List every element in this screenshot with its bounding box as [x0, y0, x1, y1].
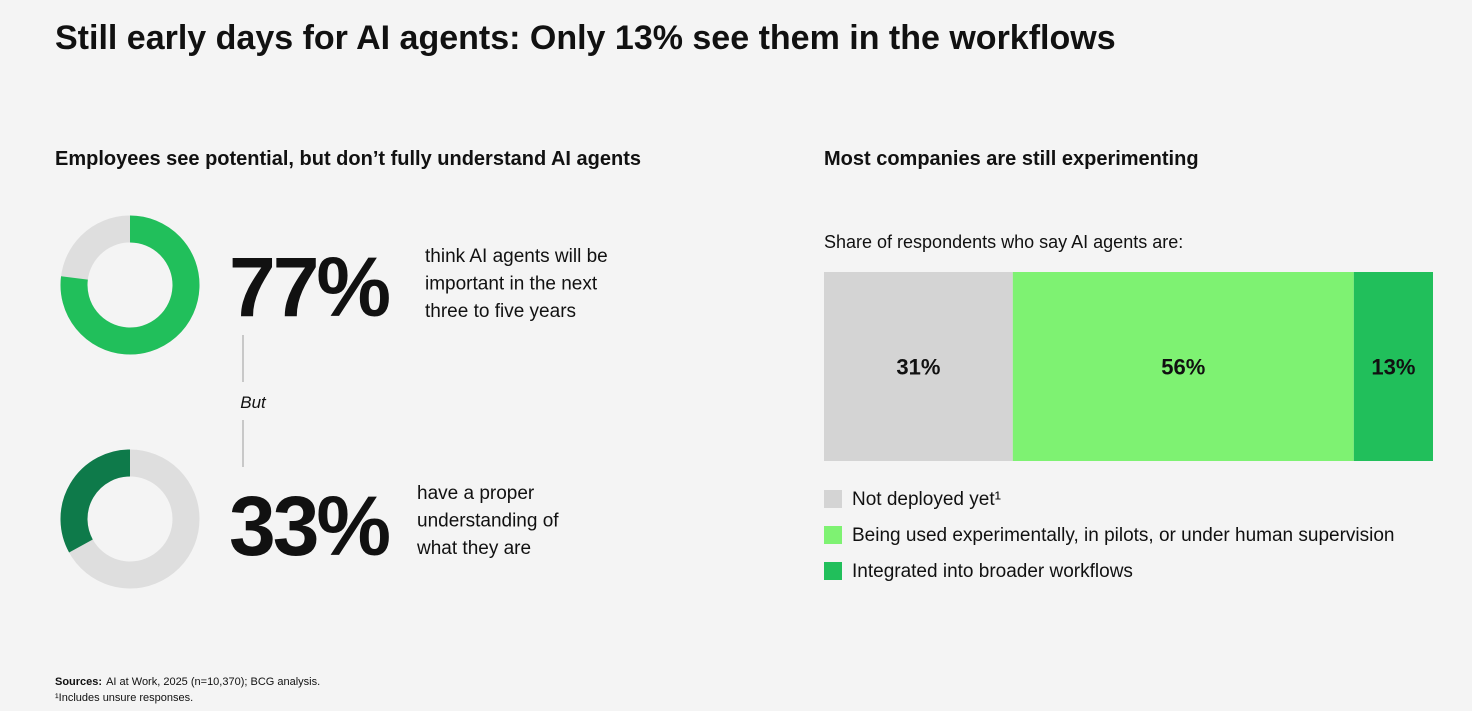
sources-text: AI at Work, 2025 (n=10,370); BCG analysi…	[106, 676, 320, 688]
caption-line: what they are	[416, 538, 531, 559]
legend-label: Integrated into broader workflows	[852, 561, 1133, 582]
bar-segment	[824, 272, 1013, 461]
big-percent: 77%	[229, 240, 389, 334]
page-title: Still early days for AI agents: Only 13%…	[55, 19, 1116, 57]
caption-line: three to five years	[425, 301, 576, 322]
big-percent: 33%	[229, 479, 389, 573]
sources-label: Sources:	[55, 676, 102, 688]
caption-line: understanding of	[417, 511, 559, 532]
legend-label: Being used experimentally, in pilots, or…	[852, 525, 1395, 546]
subtitle: Share of respondents who say AI agents a…	[824, 232, 1183, 252]
right-heading: Most companies are still experimenting	[824, 148, 1199, 170]
legend-swatch	[824, 526, 842, 544]
donut-arc	[60, 215, 200, 355]
segment-label: 56%	[1161, 355, 1205, 380]
legend-swatch	[824, 562, 842, 580]
donut-arc	[60, 449, 131, 553]
caption-line: important in the next	[425, 274, 598, 295]
bar-segment	[1012, 272, 1354, 461]
legend-swatch	[824, 490, 842, 508]
left-heading: Employees see potential, but don’t fully…	[55, 148, 641, 170]
footer-note: ¹Includes unsure responses.	[55, 692, 193, 704]
footer-sources: Sources: AI at Work, 2025 (n=10,370); BCG…	[55, 676, 320, 688]
caption-line: have a proper	[417, 483, 535, 504]
segment-label: 13%	[1371, 355, 1415, 380]
caption-line: think AI agents will be	[425, 246, 608, 267]
legend-label: Not deployed yet¹	[852, 489, 1001, 510]
segment-label: 31%	[896, 355, 940, 380]
connector-text: But	[240, 393, 267, 412]
bar-segment	[1353, 272, 1433, 461]
